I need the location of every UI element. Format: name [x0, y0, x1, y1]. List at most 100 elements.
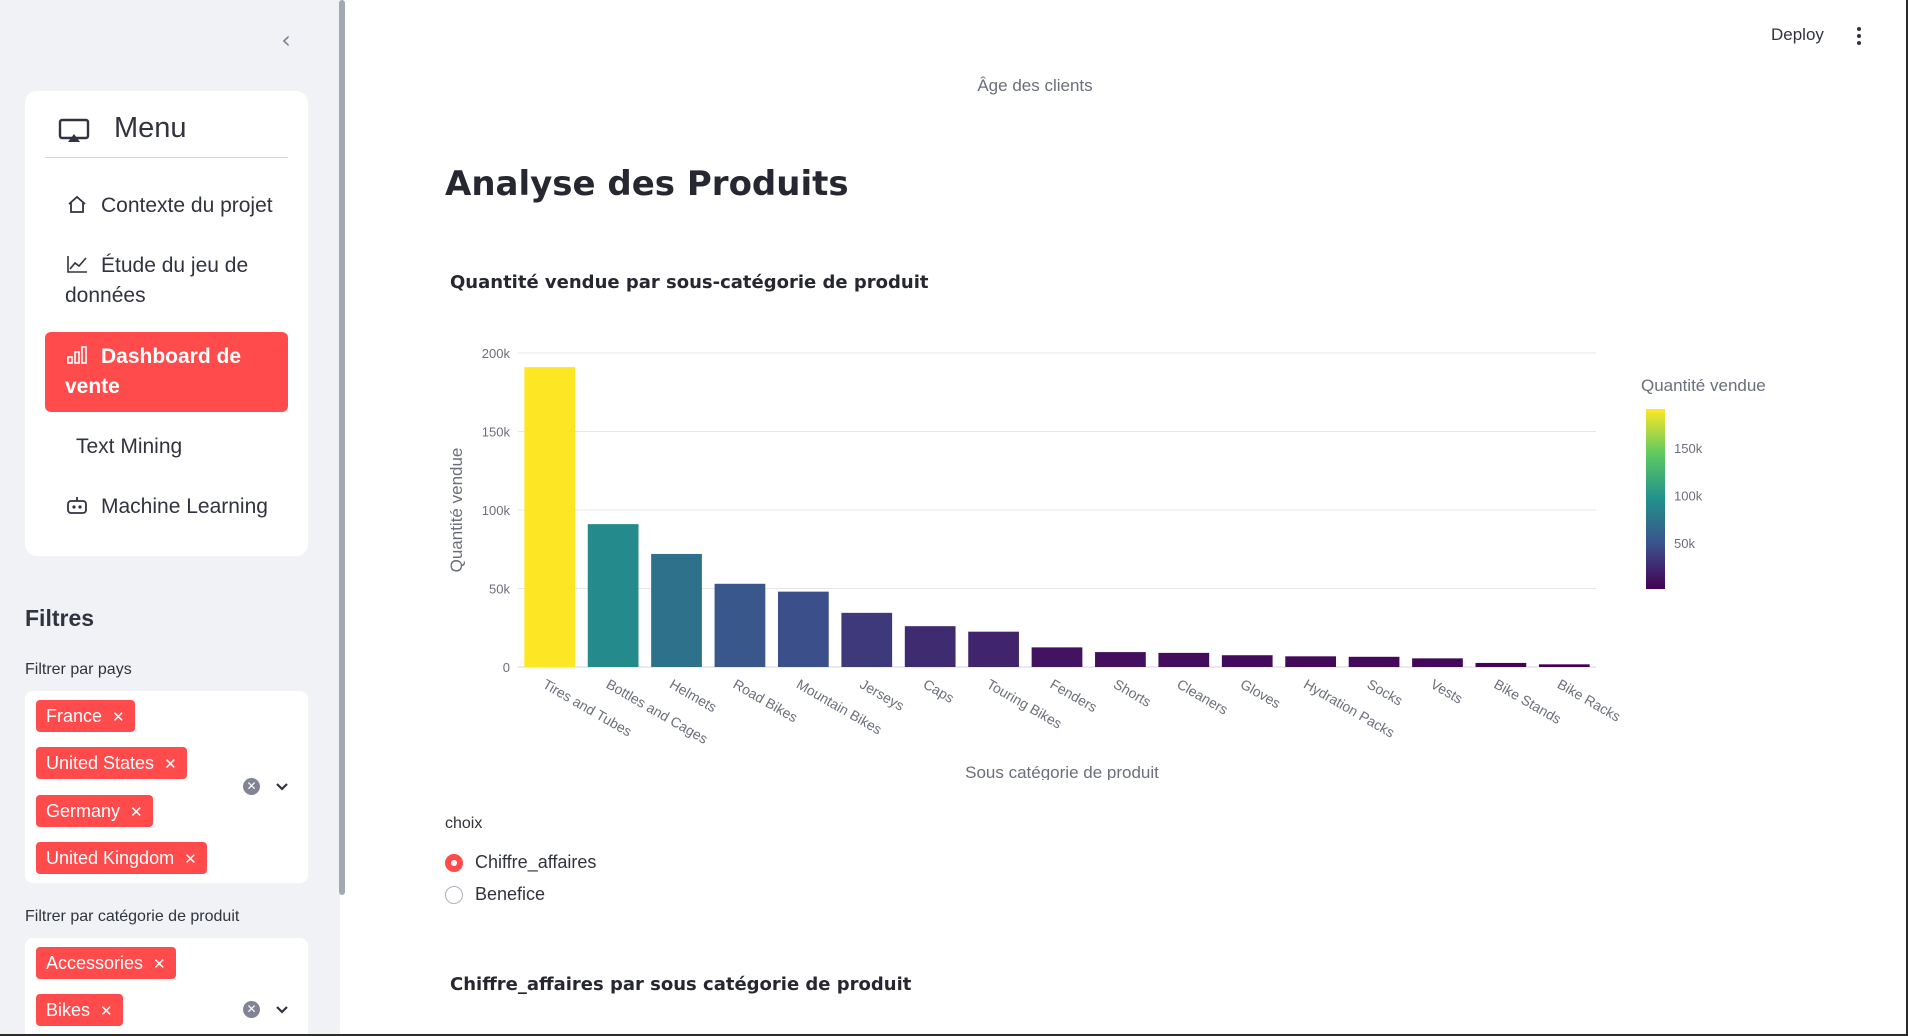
- tag-category: Bikes ✕: [36, 994, 123, 1026]
- tag-country: France ✕: [36, 700, 135, 732]
- bar[interactable]: [1475, 662, 1527, 667]
- bar[interactable]: [524, 367, 576, 667]
- y-tick-label: 0: [503, 660, 510, 675]
- chart-title: Chiffre_affaires par sous catégorie de p…: [450, 974, 912, 995]
- menu-header: Menu: [45, 111, 288, 158]
- sidebar-scrollbar[interactable]: [339, 0, 345, 895]
- country-filter-label: Filtrer par pays: [25, 661, 132, 678]
- x-tick-label: Vests: [1428, 676, 1466, 707]
- colorbar-tick-label: 150k: [1674, 441, 1703, 456]
- chevron-left-icon[interactable]: ‹: [281, 26, 291, 54]
- tag-label: United Kingdom: [46, 848, 175, 868]
- nav-item-label: Machine Learning: [101, 495, 268, 518]
- graph-up-icon: [67, 256, 87, 273]
- remove-tag-icon[interactable]: ✕: [164, 756, 177, 773]
- x-tick-label: Socks: [1365, 676, 1406, 709]
- x-tick-label: Bike Racks: [1555, 676, 1624, 725]
- x-tick-label: Bike Stands: [1491, 676, 1564, 727]
- nav-item-label: Contexte du projet: [101, 194, 273, 217]
- bar[interactable]: [1031, 647, 1083, 667]
- remove-tag-icon[interactable]: ✕: [100, 1003, 113, 1020]
- nav-item-label: Étude du jeu de données: [65, 254, 249, 307]
- bar-chart-icon: [67, 346, 87, 364]
- bar[interactable]: [1412, 658, 1463, 667]
- bar[interactable]: [904, 626, 956, 667]
- bar[interactable]: [1285, 656, 1337, 667]
- radio-option-chiffre-affaires[interactable]: Chiffre_affaires: [445, 849, 596, 875]
- nav-item-dashboard[interactable]: Dashboard de vente: [45, 332, 288, 412]
- nav-item-label: Dashboard de vente: [65, 345, 242, 398]
- radio-group-label: choix: [445, 815, 483, 832]
- x-tick-label: Jerseys: [857, 676, 907, 714]
- y-tick-label: 150k: [482, 425, 511, 440]
- clear-all-icon[interactable]: ✕: [243, 778, 260, 795]
- x-tick-label: Cleaners: [1174, 676, 1231, 718]
- sidebar: ‹ Menu Contexte du projet Étude du jeu d…: [0, 0, 340, 1036]
- x-tick-label: Helmets: [667, 676, 719, 716]
- x-tick-label: Road Bikes: [730, 676, 800, 726]
- tag-label: Bikes: [46, 1000, 91, 1020]
- tag-label: United States: [46, 753, 155, 773]
- tag-label: France: [46, 706, 103, 726]
- more-vertical-icon[interactable]: [1851, 24, 1867, 48]
- bar[interactable]: [1348, 656, 1400, 667]
- nav-item-etude[interactable]: Étude du jeu de données: [45, 251, 288, 311]
- chevron-down-icon[interactable]: [274, 1002, 290, 1018]
- bar[interactable]: [1538, 664, 1590, 667]
- bar[interactable]: [1221, 655, 1273, 667]
- tag-category: Accessories ✕: [36, 947, 176, 979]
- robot-icon: [67, 497, 87, 514]
- chevron-down-icon[interactable]: [274, 779, 290, 795]
- tag-label: Accessories: [46, 953, 144, 973]
- nav-item-text-mining[interactable]: Text Mining: [45, 432, 288, 462]
- radio-option-label: Chiffre_affaires: [475, 852, 597, 872]
- nav-item-contexte[interactable]: Contexte du projet: [45, 191, 288, 221]
- age-caption: Âge des clients: [977, 76, 1093, 95]
- cast-icon: [58, 118, 90, 142]
- nav-item-machine-learning[interactable]: Machine Learning: [45, 492, 288, 522]
- tag-label: Germany: [46, 801, 121, 821]
- bar[interactable]: [841, 612, 893, 667]
- x-tick-label: Shorts: [1111, 676, 1154, 710]
- option-menu: Menu Contexte du projet Étude du jeu de …: [25, 91, 308, 556]
- y-axis-title: Quantité vendue: [447, 448, 466, 573]
- filters-heading: Filtres: [25, 605, 95, 631]
- tag-country: United Kingdom ✕: [36, 842, 207, 874]
- bar[interactable]: [587, 524, 639, 667]
- page-title: Analyse des Produits: [445, 164, 849, 204]
- colorbar-tick-label: 50k: [1674, 536, 1695, 551]
- radio-unchecked-icon[interactable]: [445, 886, 463, 904]
- remove-tag-icon[interactable]: ✕: [112, 709, 125, 726]
- bar[interactable]: [1095, 652, 1146, 667]
- bar[interactable]: [777, 591, 829, 667]
- radio-option-label: Benefice: [475, 884, 546, 904]
- country-multiselect[interactable]: France ✕ United States ✕ Germany ✕ United K…: [25, 691, 308, 883]
- bar[interactable]: [968, 631, 1019, 667]
- y-tick-label: 200k: [482, 346, 511, 361]
- y-tick-label: 100k: [482, 503, 511, 518]
- x-tick-label: Gloves: [1238, 676, 1284, 712]
- remove-tag-icon[interactable]: ✕: [184, 851, 197, 868]
- window-border: [0, 1034, 1908, 1036]
- bar[interactable]: [651, 553, 702, 667]
- bar[interactable]: [1158, 652, 1210, 667]
- radio-checked-icon[interactable]: [445, 854, 463, 872]
- deploy-button[interactable]: Deploy: [1771, 25, 1824, 44]
- nav-item-label: Text Mining: [76, 435, 183, 458]
- x-tick-label: Fenders: [1048, 676, 1100, 716]
- colorbar: [1646, 409, 1665, 589]
- house-icon: [68, 195, 86, 213]
- category-multiselect[interactable]: Accessories ✕ Bikes ✕ ✕: [25, 938, 308, 1036]
- x-tick-label: Caps: [921, 676, 957, 706]
- y-tick-label: 50k: [489, 582, 510, 597]
- remove-tag-icon[interactable]: ✕: [130, 804, 143, 821]
- menu-title: Menu: [114, 112, 187, 144]
- remove-tag-icon[interactable]: ✕: [153, 956, 166, 973]
- x-axis-title: Sous catégorie de produit: [965, 763, 1159, 780]
- radio-option-benefice[interactable]: Benefice: [445, 881, 545, 907]
- tag-country: United States ✕: [36, 747, 187, 779]
- colorbar-title: Quantité vendue: [1641, 376, 1766, 395]
- bar[interactable]: [714, 583, 766, 667]
- clear-all-icon[interactable]: ✕: [243, 1001, 260, 1018]
